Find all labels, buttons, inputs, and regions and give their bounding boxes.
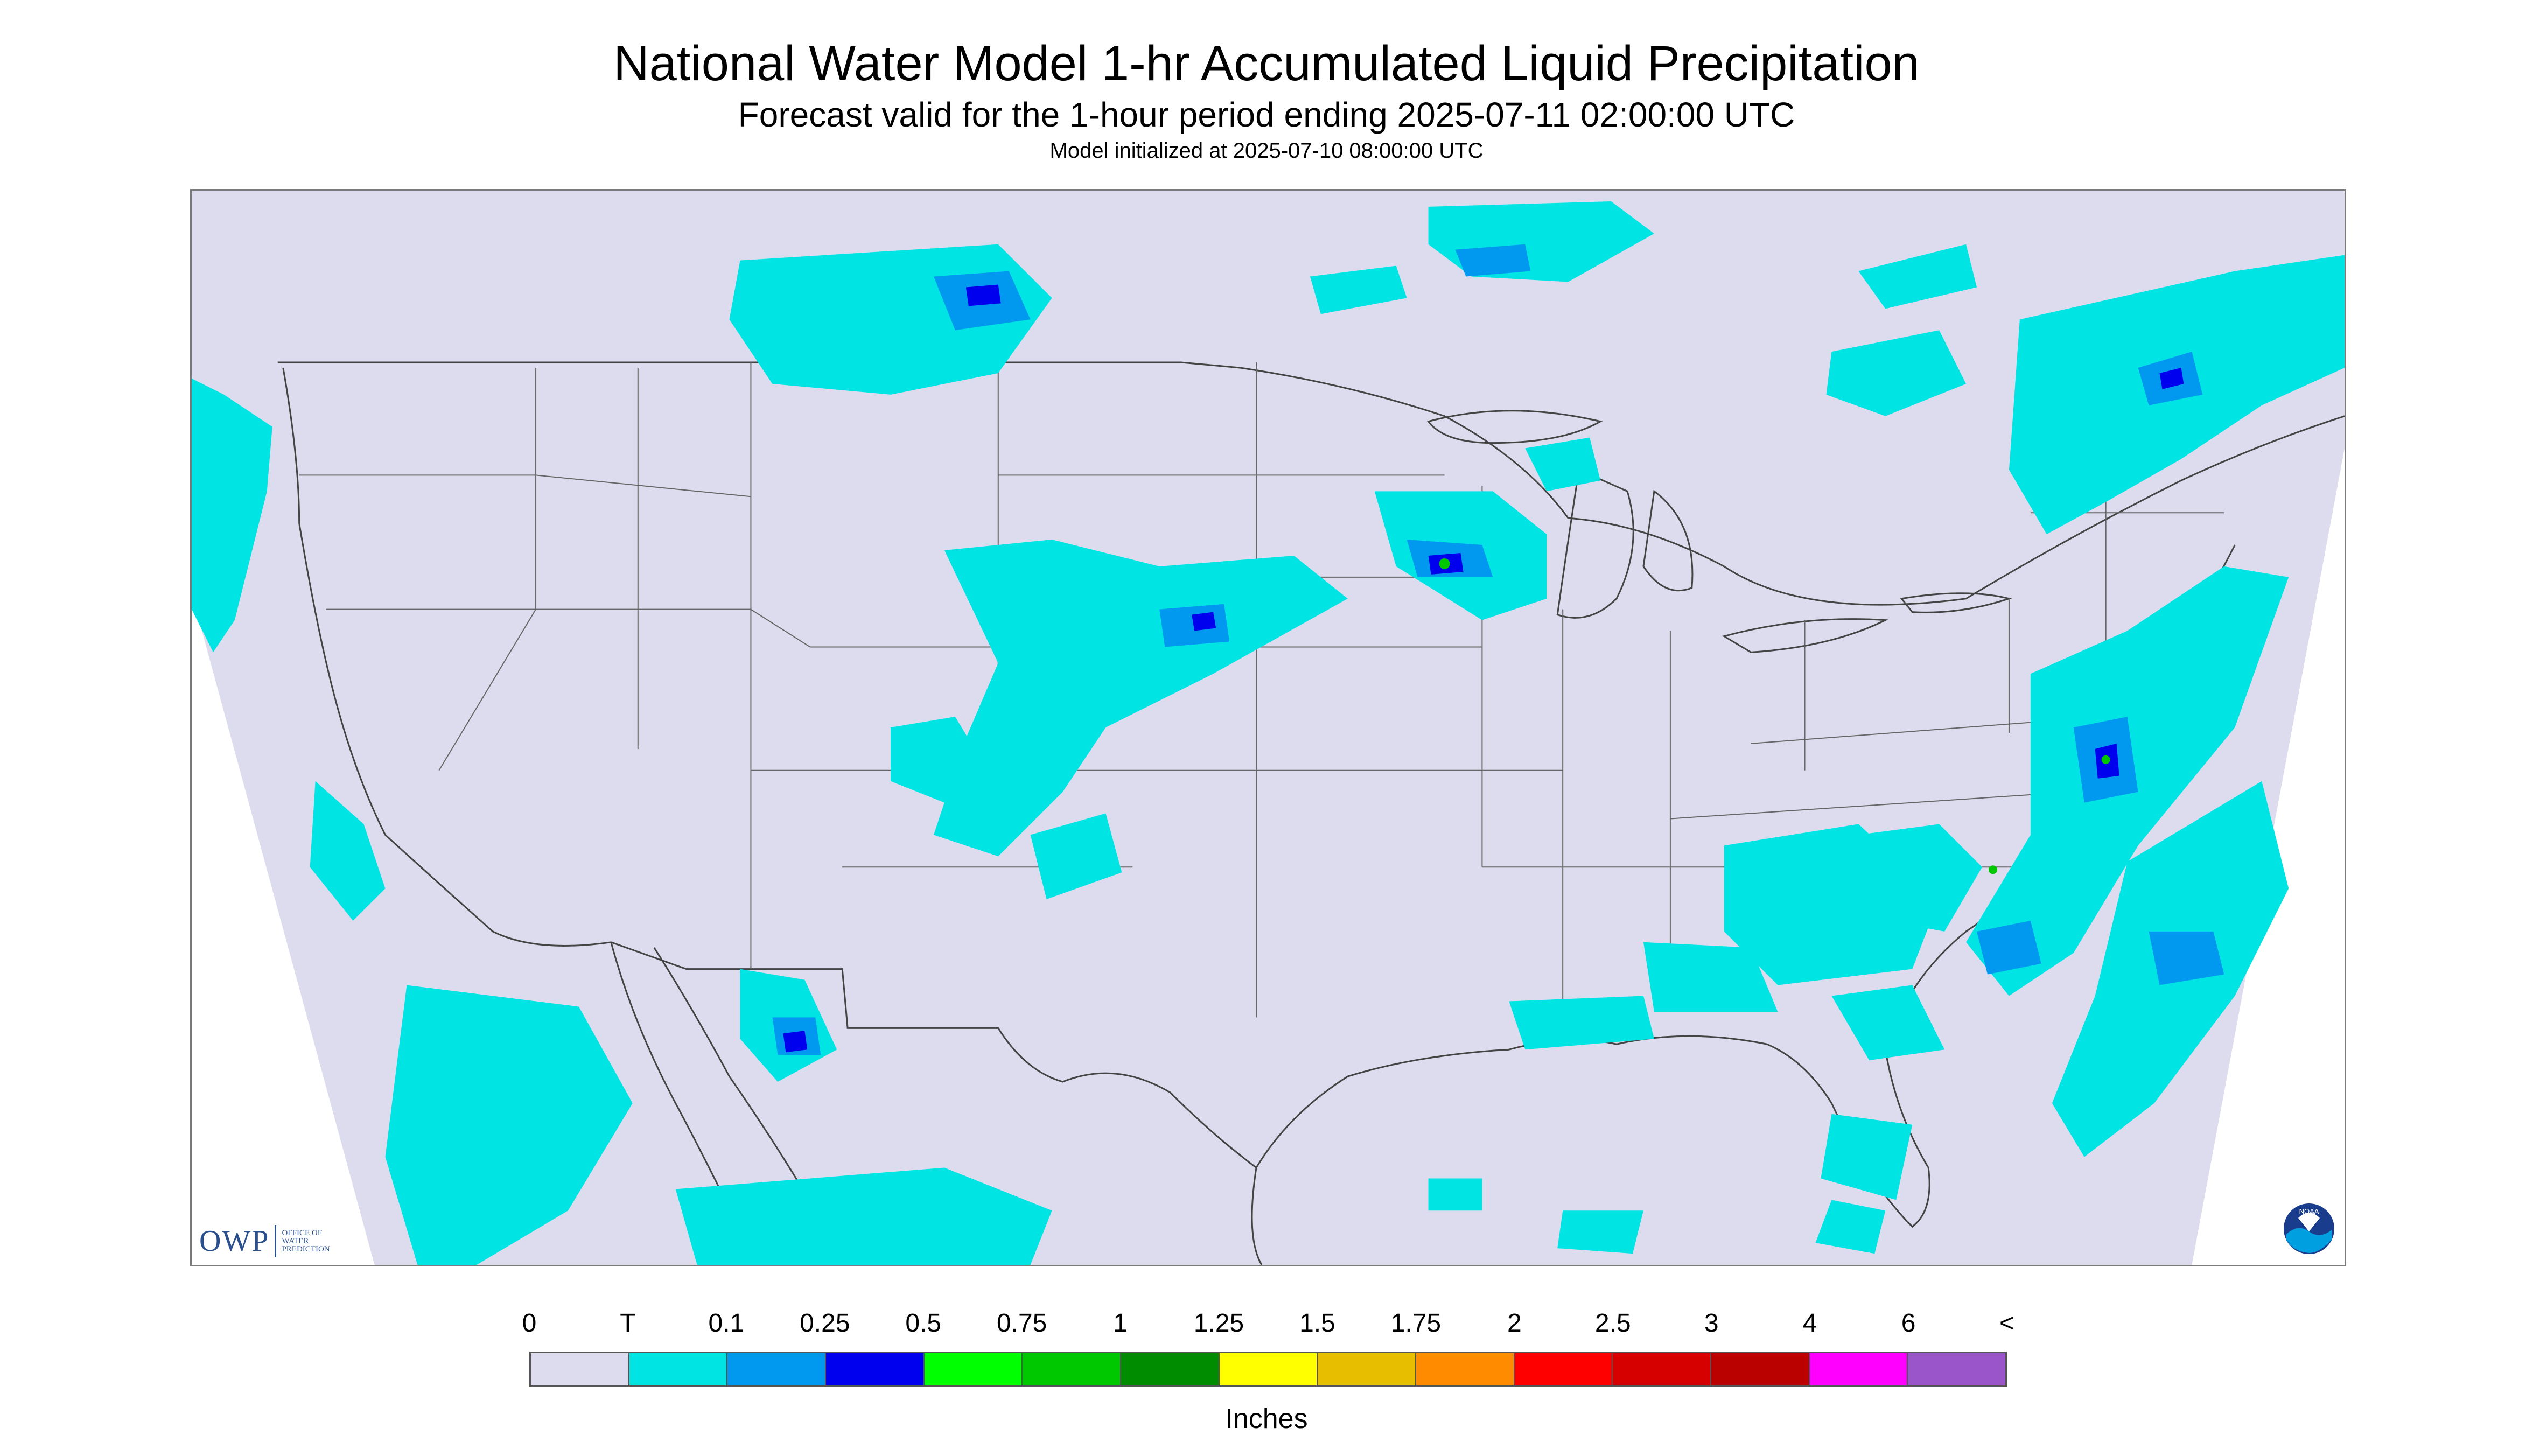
owp-logo: OWP OFFICE OF WATER PREDICTION bbox=[199, 1222, 357, 1260]
page-subtitle: Forecast valid for the 1-hour period end… bbox=[738, 95, 1795, 134]
legend-swatch bbox=[1318, 1353, 1417, 1385]
legend-swatch bbox=[1809, 1353, 1908, 1385]
legend-swatch bbox=[1121, 1353, 1220, 1385]
legend-label: 1.5 bbox=[1299, 1309, 1335, 1338]
legend-swatch bbox=[1023, 1353, 1122, 1385]
precip-areas-trace bbox=[192, 201, 2345, 1265]
legend-swatch bbox=[1514, 1353, 1613, 1385]
legend-label: 0.5 bbox=[905, 1309, 942, 1338]
legend-label: T bbox=[620, 1309, 636, 1338]
legend-label: 0.1 bbox=[708, 1309, 745, 1338]
legend-swatch bbox=[1711, 1353, 1810, 1385]
legend-label: 2 bbox=[1507, 1309, 1522, 1338]
legend-label: 0.25 bbox=[800, 1309, 850, 1338]
legend-unit-label: Inches bbox=[1225, 1403, 1308, 1434]
map-canvas bbox=[192, 191, 2345, 1265]
legend-label: 4 bbox=[1802, 1309, 1817, 1338]
legend-swatch bbox=[531, 1353, 629, 1385]
page-title: National Water Model 1-hr Accumulated Li… bbox=[613, 36, 1920, 91]
legend-labels: 0 T 0.1 0.25 0.5 0.75 1 1.25 1.5 1.75 2 2.5 3 4 6 < bbox=[522, 1308, 2014, 1341]
noaa-logo-text: NOAA bbox=[2299, 1207, 2319, 1215]
legend-swatch bbox=[629, 1353, 728, 1385]
owp-logo-line: OFFICE OF bbox=[282, 1228, 323, 1237]
owp-logo-mark: OWP bbox=[199, 1224, 270, 1258]
legend-swatch bbox=[924, 1353, 1023, 1385]
legend-swatch bbox=[1219, 1353, 1318, 1385]
legend-label: 0 bbox=[522, 1309, 537, 1338]
legend-swatch bbox=[1613, 1353, 1712, 1385]
legend-label: < bbox=[1999, 1309, 2015, 1338]
legend-label: 3 bbox=[1704, 1309, 1719, 1338]
owp-logo-text: OFFICE OF WATER PREDICTION bbox=[282, 1229, 357, 1254]
legend-swatch bbox=[1416, 1353, 1515, 1385]
legend-label: 2.5 bbox=[1594, 1309, 1631, 1338]
color-legend: 0 T 0.1 0.25 0.5 0.75 1 1.25 1.5 1.75 2 2.5 3 4 6 < bbox=[522, 1308, 2014, 1387]
legend-label: 1.25 bbox=[1193, 1309, 1244, 1338]
legend-color-bar bbox=[529, 1352, 2007, 1387]
owp-logo-line: WATER bbox=[282, 1236, 309, 1245]
owp-logo-divider bbox=[275, 1225, 277, 1257]
precip-areas-peak bbox=[1439, 558, 2110, 874]
precipitation-map bbox=[190, 189, 2346, 1266]
owp-logo-line: PREDICTION bbox=[282, 1244, 330, 1254]
legend-label: 0.75 bbox=[996, 1309, 1047, 1338]
legend-label: 6 bbox=[1901, 1309, 1916, 1338]
model-init-line: Model initialized at 2025-07-10 08:00:00… bbox=[1049, 139, 1484, 163]
noaa-seal-icon: NOAA bbox=[2283, 1202, 2335, 1255]
map-domain-area bbox=[192, 191, 2345, 1265]
legend-swatch bbox=[1908, 1353, 2006, 1385]
legend-swatch bbox=[826, 1353, 925, 1385]
legend-label: 1 bbox=[1113, 1309, 1128, 1338]
legend-swatch bbox=[727, 1353, 827, 1385]
precip-areas-heavy bbox=[783, 284, 2184, 1053]
legend-label: 1.75 bbox=[1390, 1309, 1442, 1338]
